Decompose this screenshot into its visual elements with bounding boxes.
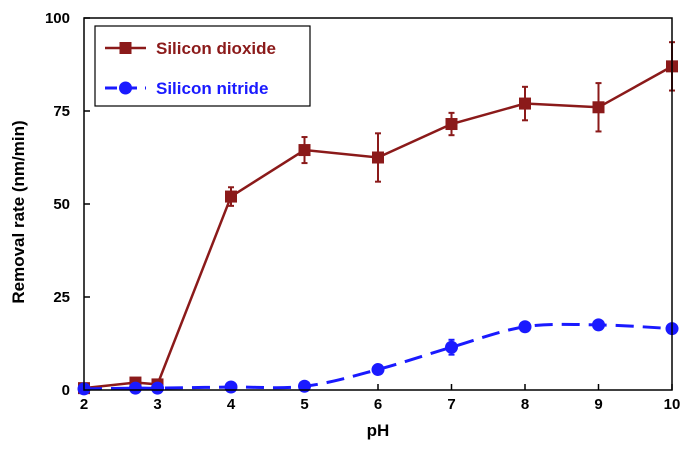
y-tick-label: 75 bbox=[53, 103, 70, 120]
x-tick-label: 10 bbox=[664, 396, 681, 413]
data-point bbox=[151, 382, 164, 395]
series-line bbox=[84, 66, 672, 388]
x-tick-label: 8 bbox=[521, 396, 529, 413]
y-tick-label: 0 bbox=[62, 382, 70, 399]
series-line bbox=[84, 324, 672, 389]
x-tick-label: 6 bbox=[374, 396, 382, 413]
x-tick-label: 3 bbox=[153, 396, 161, 413]
data-point bbox=[372, 152, 384, 164]
data-point bbox=[298, 380, 311, 393]
data-point bbox=[225, 381, 238, 394]
data-point bbox=[519, 98, 531, 110]
y-tick-label: 50 bbox=[53, 196, 70, 213]
data-point bbox=[225, 191, 237, 203]
x-tick-label: 5 bbox=[300, 396, 308, 413]
y-axis-title: Removal rate (nm/min) bbox=[9, 120, 28, 303]
x-tick-label: 9 bbox=[594, 396, 602, 413]
x-tick-label: 7 bbox=[447, 396, 455, 413]
legend: Silicon dioxide Silicon nitride bbox=[95, 26, 310, 106]
x-axis-title: pH bbox=[367, 421, 390, 440]
data-point bbox=[372, 363, 385, 376]
y-tick-label: 25 bbox=[53, 289, 70, 306]
y-tick-label: 100 bbox=[45, 10, 70, 27]
x-tick-label: 4 bbox=[227, 396, 236, 413]
data-point bbox=[299, 144, 311, 156]
legend-marker bbox=[120, 42, 132, 54]
legend-marker bbox=[119, 82, 132, 95]
data-point bbox=[519, 320, 532, 333]
legend-label: Silicon nitride bbox=[156, 79, 268, 98]
data-point bbox=[129, 382, 142, 395]
data-point bbox=[446, 118, 458, 130]
x-tick-label: 2 bbox=[80, 396, 88, 413]
data-point bbox=[592, 318, 605, 331]
data-point bbox=[445, 341, 458, 354]
legend-label: Silicon dioxide bbox=[156, 39, 276, 58]
data-point bbox=[593, 101, 605, 113]
